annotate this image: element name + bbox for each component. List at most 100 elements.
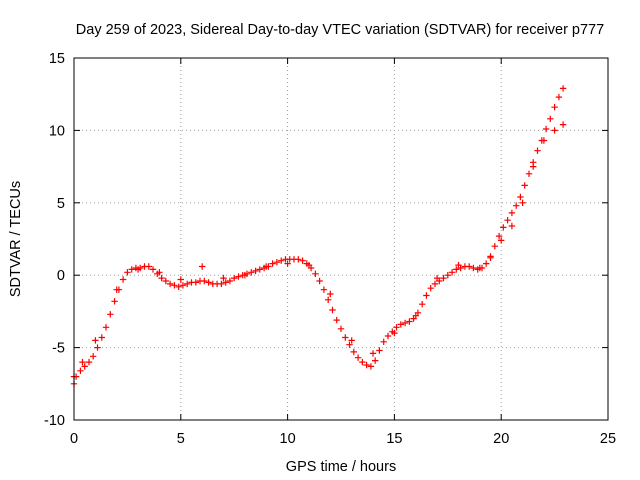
- data-point: [369, 350, 377, 357]
- data-point: [495, 232, 503, 240]
- data-point: [248, 269, 255, 276]
- data-point: [273, 259, 281, 266]
- data-point: [220, 274, 227, 282]
- data-point: [102, 324, 110, 331]
- data-point: [540, 137, 548, 144]
- data-point: [305, 261, 313, 269]
- y-tick-label: 5: [57, 196, 65, 212]
- data-point: [455, 261, 462, 269]
- data-point: [124, 269, 131, 276]
- data-point: [263, 263, 270, 270]
- data-point: [483, 260, 490, 267]
- data-point: [295, 256, 302, 263]
- x-tick-label: 20: [493, 431, 509, 447]
- data-point: [372, 357, 379, 364]
- data-point: [498, 237, 505, 244]
- data-point: [551, 104, 558, 111]
- data-point: [412, 312, 419, 319]
- data-point: [517, 193, 524, 201]
- data-point: [90, 353, 97, 360]
- y-tick-label: -5: [52, 341, 65, 357]
- data-point: [81, 363, 88, 370]
- data-point: [113, 286, 120, 293]
- data-point: [166, 280, 174, 288]
- data-point: [269, 260, 276, 267]
- data-point: [525, 170, 533, 177]
- data-point: [156, 269, 163, 276]
- plot-frame: [73, 57, 609, 421]
- data-point: [201, 277, 208, 285]
- data-point: [158, 274, 165, 282]
- data-point: [551, 127, 558, 134]
- data-point: [359, 358, 366, 366]
- data-point: [476, 264, 483, 272]
- data-point: [406, 318, 413, 325]
- data-point: [444, 272, 451, 279]
- data-point: [559, 85, 567, 92]
- x-tick-label: 0: [70, 431, 78, 447]
- data-point: [555, 93, 563, 101]
- data-point: [342, 334, 349, 341]
- data-point: [487, 254, 494, 261]
- data-point: [94, 344, 101, 351]
- data-point: [278, 257, 285, 264]
- data-point: [513, 202, 520, 209]
- data-point: [179, 282, 187, 289]
- data-point: [519, 199, 526, 206]
- data-point: [175, 283, 182, 290]
- data-point: [542, 125, 550, 133]
- data-point: [241, 272, 249, 279]
- y-tick-label: -10: [44, 413, 65, 429]
- data-point: [98, 334, 105, 341]
- data-point: [530, 163, 537, 170]
- data-points: [70, 85, 567, 387]
- data-point: [256, 266, 263, 273]
- data-point: [231, 274, 238, 282]
- data-point: [320, 286, 328, 293]
- x-tick-label: 25: [600, 431, 616, 447]
- data-point: [171, 282, 178, 289]
- data-point: [431, 280, 439, 288]
- data-point: [534, 147, 541, 154]
- data-point: [470, 264, 477, 272]
- data-point: [312, 270, 319, 277]
- data-point: [77, 367, 84, 374]
- data-point: [350, 348, 357, 356]
- data-point: [376, 347, 383, 354]
- data-point: [184, 280, 191, 288]
- data-point: [397, 321, 404, 328]
- data-point: [354, 354, 362, 361]
- data-point: [92, 337, 99, 344]
- data-point: [177, 276, 184, 283]
- x-axis-label: GPS time / hours: [286, 459, 396, 475]
- axis-ticks: [73, 57, 609, 421]
- y-tick-label: 0: [57, 268, 65, 284]
- data-point: [205, 279, 212, 286]
- chart-title: Day 259 of 2023, Sidereal Day-to-day VTE…: [76, 22, 604, 38]
- data-point: [145, 263, 152, 270]
- data-point: [85, 358, 93, 366]
- data-point: [491, 243, 498, 250]
- data-point: [433, 274, 441, 282]
- data-point: [500, 224, 507, 231]
- data-point: [149, 266, 157, 273]
- data-point: [107, 311, 114, 318]
- data-point: [199, 263, 206, 270]
- data-point: [327, 290, 334, 298]
- data-point: [427, 285, 434, 292]
- grid-lines: [74, 58, 608, 420]
- x-tick-label: 15: [386, 431, 402, 447]
- data-point: [391, 329, 398, 337]
- x-tick-label: 5: [177, 431, 185, 447]
- data-point: [218, 280, 225, 288]
- data-point: [284, 260, 291, 267]
- data-point: [79, 358, 86, 366]
- y-axis-label: SDTVAR / TECUs: [8, 181, 24, 297]
- data-point: [346, 341, 353, 348]
- data-point: [440, 274, 447, 282]
- data-point: [134, 266, 142, 273]
- data-point: [111, 298, 118, 305]
- data-point: [337, 325, 345, 332]
- axis-tick-labels: 0 5 10 15 20 25 -10 -5 0 5 10 15: [44, 51, 616, 447]
